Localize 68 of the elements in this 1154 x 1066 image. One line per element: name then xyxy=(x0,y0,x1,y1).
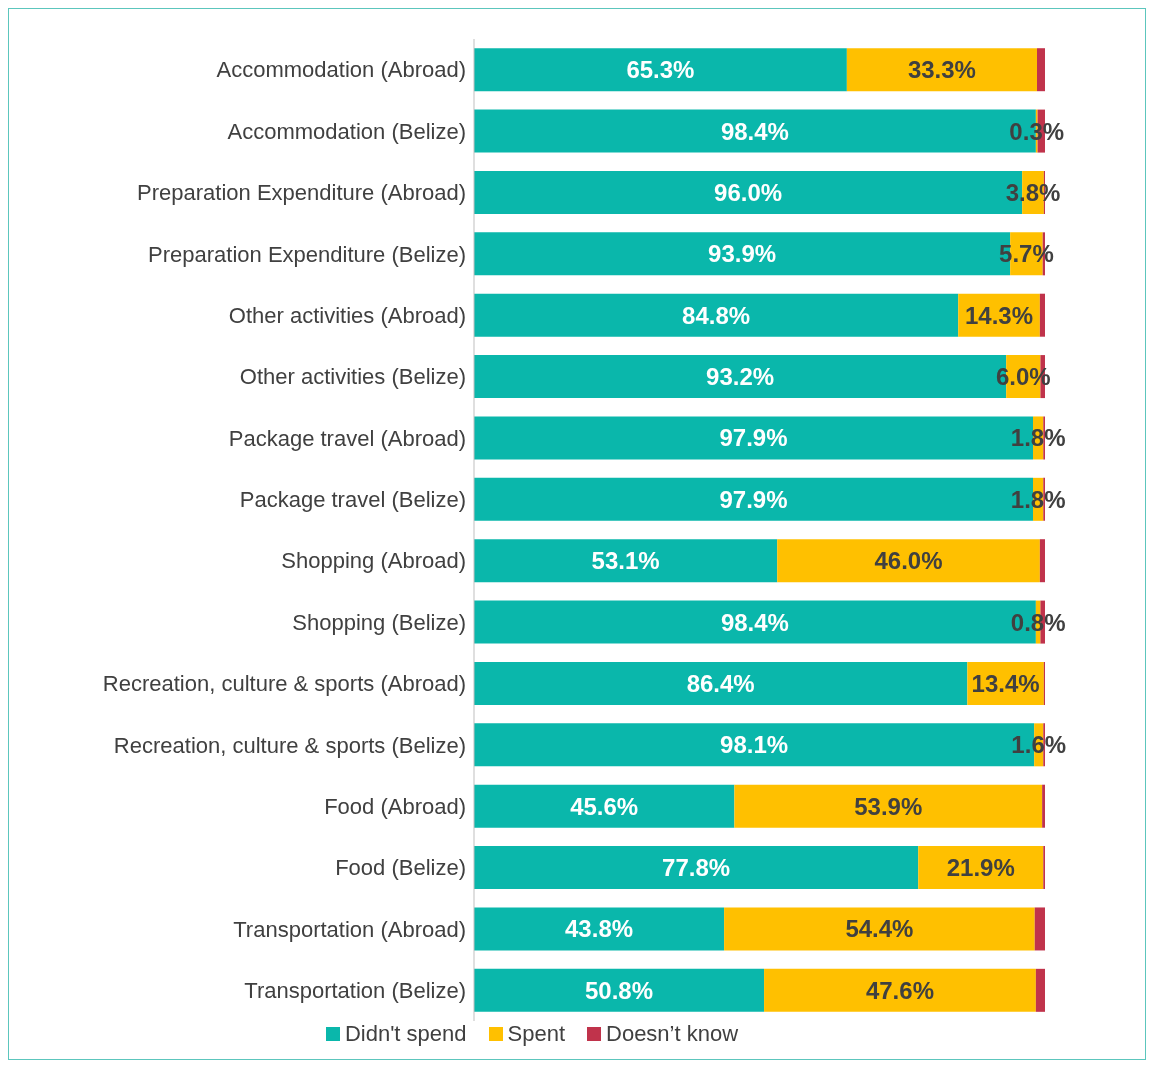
y-tick-label: Food (Abroad) xyxy=(324,794,466,819)
y-tick-label: Other activities (Belize) xyxy=(239,364,466,390)
bar xyxy=(1035,968,1045,1012)
data-label: 43.8% xyxy=(565,915,634,943)
data-label: 0.3% xyxy=(1009,117,1065,145)
data-label: 53.9% xyxy=(854,792,923,820)
y-tick-label: Transportation (Abroad) xyxy=(233,916,466,942)
data-label: 97.9% xyxy=(719,485,788,513)
y-tick-label: Preparation Expenditure (Belize) xyxy=(148,241,466,267)
bar xyxy=(474,539,778,583)
bar xyxy=(1042,784,1045,828)
y-tick-label: Preparation Expenditure (Abroad) xyxy=(137,180,466,206)
y-tick-label: Transportation (Belize) xyxy=(244,978,466,1004)
y-tick-label: Food (Belize) xyxy=(335,855,466,881)
bar xyxy=(474,907,725,951)
data-label: 50.8% xyxy=(585,976,654,1004)
data-label: 65.3% xyxy=(626,56,695,84)
data-label: 33.3% xyxy=(907,56,976,84)
y-tick-label: Other activities (Abroad) xyxy=(228,303,466,328)
data-label: 77.8% xyxy=(662,854,731,882)
legend-label: Doesn’t know xyxy=(605,1021,739,1047)
bar xyxy=(474,661,968,705)
data-label: 98.4% xyxy=(720,608,789,636)
data-label: 14.3% xyxy=(965,301,1034,329)
bar xyxy=(734,784,1043,828)
data-label: 47.6% xyxy=(865,976,934,1004)
legend-label: Spent xyxy=(506,1021,566,1047)
y-tick-label: Recreation, culture & sports (Abroad) xyxy=(102,671,466,697)
bar xyxy=(1039,539,1045,583)
bar xyxy=(474,48,847,92)
data-label: 97.9% xyxy=(719,424,788,452)
data-label: 13.4% xyxy=(971,669,1040,697)
bar xyxy=(846,48,1038,92)
bar xyxy=(474,846,919,890)
data-label: 3.8% xyxy=(1005,178,1061,206)
bar xyxy=(474,293,959,337)
data-label: 93.2% xyxy=(706,363,775,391)
data-label: 46.0% xyxy=(874,547,943,575)
data-label: 96.0% xyxy=(714,178,783,206)
y-tick-label: Accommodation (Belize) xyxy=(227,118,466,144)
data-label: 1.6% xyxy=(1011,731,1067,759)
data-label: 54.4% xyxy=(845,915,914,943)
data-label: 86.4% xyxy=(686,669,755,697)
data-label: 53.1% xyxy=(591,547,660,575)
data-label: 0.8% xyxy=(1010,608,1066,636)
legend-label: Didn't spend xyxy=(343,1021,467,1047)
data-label: 45.6% xyxy=(570,792,639,820)
data-label: 93.9% xyxy=(708,240,777,268)
data-label: 98.1% xyxy=(720,731,789,759)
bar xyxy=(474,968,765,1012)
y-tick-label: Package travel (Belize) xyxy=(239,487,466,513)
bar xyxy=(764,968,1036,1012)
y-tick-label: Package travel (Abroad) xyxy=(228,425,466,451)
bar xyxy=(1034,907,1045,951)
data-label: 84.8% xyxy=(682,301,751,329)
bar xyxy=(724,907,1035,951)
bar xyxy=(1039,293,1045,337)
y-tick-label: Recreation, culture & sports (Belize) xyxy=(113,732,466,758)
data-label: 98.4% xyxy=(720,117,789,145)
y-tick-label: Shopping (Abroad) xyxy=(281,548,466,574)
y-tick-label: Shopping (Belize) xyxy=(292,609,466,635)
bar xyxy=(777,539,1040,583)
y-tick-label: Accommodation (Abroad) xyxy=(216,57,466,83)
data-label: 21.9% xyxy=(946,854,1015,882)
bar xyxy=(1037,48,1045,92)
bar xyxy=(474,784,735,828)
data-label: 1.8% xyxy=(1010,424,1066,452)
data-label: 1.8% xyxy=(1010,485,1066,513)
